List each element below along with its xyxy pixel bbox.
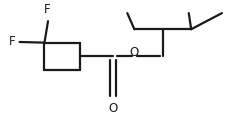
Text: O: O	[109, 102, 118, 115]
Text: F: F	[44, 3, 50, 16]
Text: F: F	[9, 35, 16, 48]
Text: O: O	[130, 46, 139, 59]
